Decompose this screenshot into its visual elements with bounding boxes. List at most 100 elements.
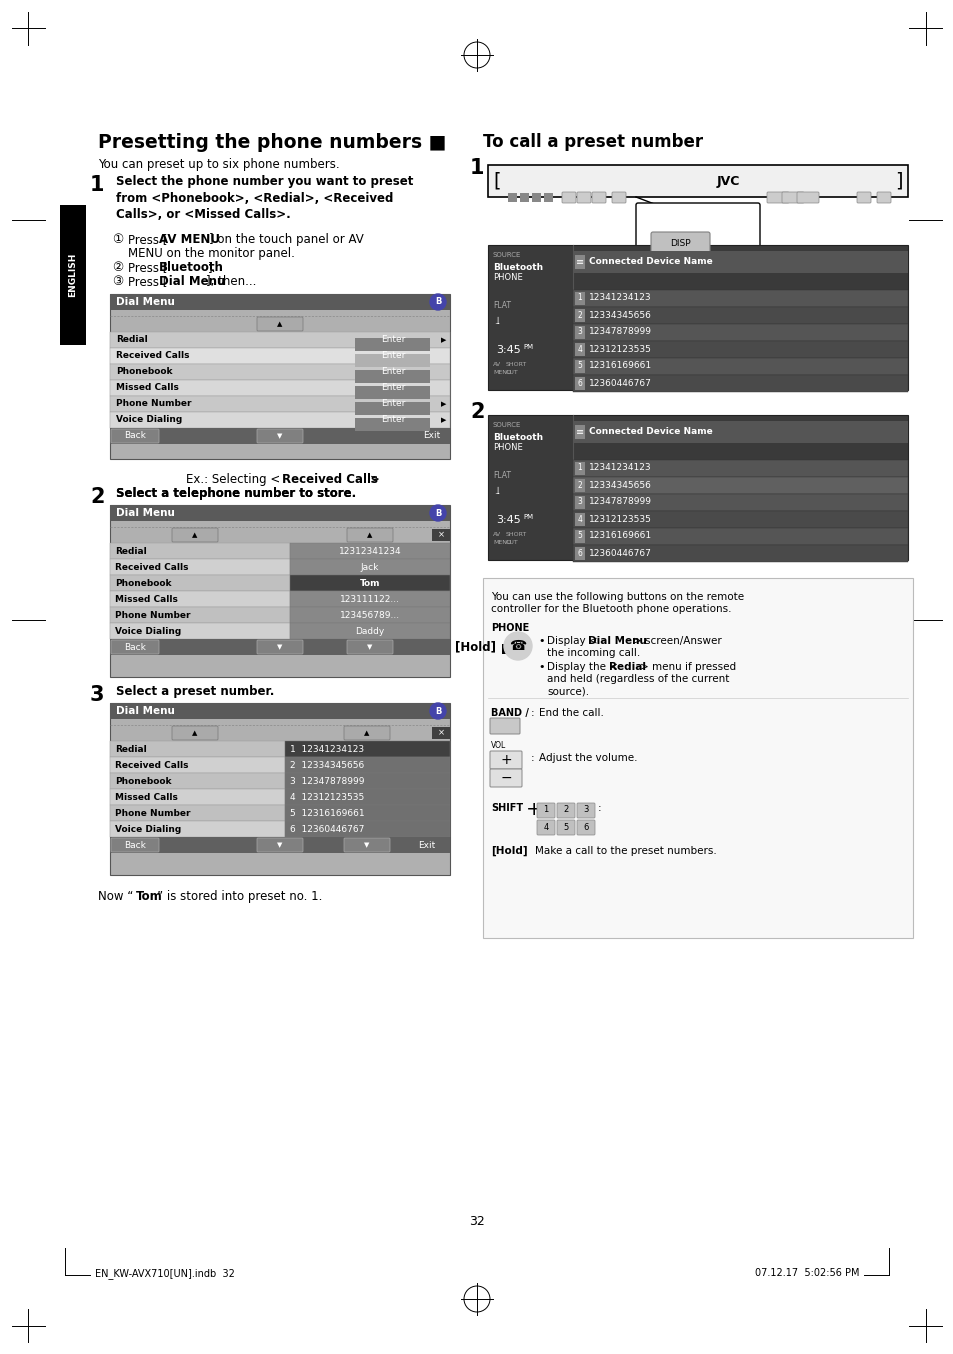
Text: PM: PM — [522, 344, 533, 349]
Text: 3:45: 3:45 — [496, 345, 520, 355]
FancyBboxPatch shape — [111, 838, 159, 852]
FancyBboxPatch shape — [796, 192, 818, 203]
Text: 6  12360446767: 6 12360446767 — [290, 825, 364, 834]
Text: MENU: MENU — [493, 371, 511, 375]
Text: ▼: ▼ — [364, 842, 370, 848]
Text: Bluetooth: Bluetooth — [159, 261, 224, 274]
Text: 4: 4 — [577, 344, 582, 353]
Text: Phone Number: Phone Number — [116, 399, 192, 409]
Bar — [110, 837, 450, 853]
Text: CUT: CUT — [505, 540, 518, 546]
Text: •: • — [537, 636, 544, 646]
Text: Tom: Tom — [359, 578, 380, 588]
FancyBboxPatch shape — [537, 803, 555, 818]
FancyBboxPatch shape — [256, 640, 303, 654]
Bar — [290, 575, 450, 590]
Text: 12312123535: 12312123535 — [588, 515, 651, 524]
Text: SOURCE: SOURCE — [493, 422, 521, 428]
FancyBboxPatch shape — [612, 192, 625, 203]
Bar — [285, 789, 450, 806]
Text: ▼: ▼ — [757, 380, 761, 386]
Text: 5  12316169661: 5 12316169661 — [290, 808, 364, 818]
Text: > menu if pressed: > menu if pressed — [639, 662, 736, 672]
Text: 12341234123: 12341234123 — [588, 294, 651, 302]
Text: VOL: VOL — [491, 741, 506, 750]
Text: 1  12341234123: 1 12341234123 — [290, 745, 364, 753]
Bar — [573, 546, 907, 562]
FancyBboxPatch shape — [490, 718, 519, 734]
FancyBboxPatch shape — [172, 528, 218, 542]
Bar — [573, 528, 907, 546]
Text: 3: 3 — [90, 685, 105, 705]
Bar — [488, 414, 907, 561]
Bar — [432, 529, 450, 542]
Text: ▲: ▲ — [367, 532, 373, 538]
Text: 12360446767: 12360446767 — [588, 379, 651, 387]
Text: Enter: Enter — [380, 367, 405, 376]
Bar — [110, 380, 450, 395]
Bar — [573, 510, 907, 528]
FancyBboxPatch shape — [561, 192, 576, 203]
Bar — [575, 529, 584, 543]
Text: Enter: Enter — [380, 383, 405, 393]
Text: ×: × — [437, 728, 444, 738]
Bar — [285, 806, 450, 821]
Bar — [110, 505, 450, 677]
Bar — [290, 543, 450, 559]
Text: 3: 3 — [577, 497, 582, 506]
Text: [: [ — [493, 172, 500, 191]
Bar — [290, 623, 450, 639]
Text: 123456789...: 123456789... — [339, 611, 399, 620]
Bar — [110, 623, 290, 639]
Text: Enter: Enter — [380, 352, 405, 360]
Text: 12312123535: 12312123535 — [588, 344, 651, 353]
Text: PHONE: PHONE — [491, 623, 529, 634]
Text: 1: 1 — [577, 294, 581, 302]
Text: > screen/Answer: > screen/Answer — [633, 636, 721, 646]
Bar — [290, 607, 450, 623]
Text: Select a telephone number to store.: Select a telephone number to store. — [116, 487, 355, 500]
Text: Display <: Display < — [546, 636, 597, 646]
Text: Dial Menu: Dial Menu — [116, 297, 174, 307]
Text: End the call.: End the call. — [538, 708, 603, 718]
Text: Received Calls: Received Calls — [116, 352, 190, 360]
Bar — [110, 543, 290, 559]
FancyBboxPatch shape — [347, 640, 393, 654]
Bar — [575, 547, 584, 561]
Text: ▲: ▲ — [364, 730, 370, 737]
Text: SHORT: SHORT — [505, 532, 527, 538]
FancyBboxPatch shape — [650, 232, 709, 255]
Text: ▼: ▼ — [277, 645, 282, 650]
Bar — [110, 789, 285, 806]
Text: ]: ] — [895, 172, 902, 191]
Text: 12334345656: 12334345656 — [588, 481, 651, 490]
Text: ▼: ▼ — [277, 433, 282, 439]
Bar — [110, 294, 450, 310]
Text: AV: AV — [493, 363, 500, 367]
Text: 12341234123: 12341234123 — [588, 463, 651, 473]
Text: ≡: ≡ — [576, 257, 583, 267]
Bar — [575, 343, 584, 356]
Text: B: B — [435, 707, 440, 715]
Text: Ex.: Selecting <: Ex.: Selecting < — [186, 473, 280, 486]
Bar — [355, 353, 430, 367]
FancyBboxPatch shape — [344, 726, 390, 741]
Bar — [110, 505, 450, 521]
Text: Redial: Redial — [608, 662, 645, 672]
FancyBboxPatch shape — [876, 192, 890, 203]
Text: Adjust the volume.: Adjust the volume. — [538, 753, 637, 764]
Text: 12347878999: 12347878999 — [588, 497, 651, 506]
Text: Select a preset number.: Select a preset number. — [116, 685, 274, 699]
Bar — [110, 821, 285, 837]
Text: ▲: ▲ — [758, 422, 763, 428]
Text: Voice Dialing: Voice Dialing — [116, 416, 182, 425]
Bar — [290, 590, 450, 607]
Text: 4: 4 — [577, 515, 582, 524]
Text: To call a preset number: To call a preset number — [482, 133, 702, 152]
Text: 5: 5 — [577, 532, 582, 540]
Text: FLAT: FLAT — [493, 301, 511, 310]
Bar — [575, 479, 584, 492]
Text: ▕̲: ▕̲ — [493, 486, 497, 494]
Text: 5: 5 — [577, 362, 582, 371]
FancyBboxPatch shape — [766, 192, 788, 203]
